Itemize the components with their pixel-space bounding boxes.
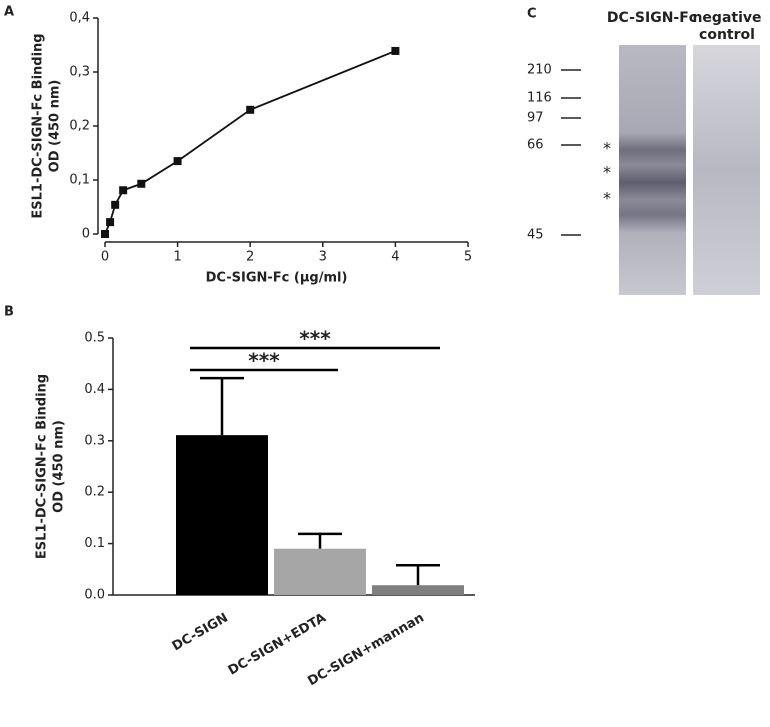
point [119, 186, 128, 195]
gel-lane [693, 45, 760, 295]
x-tick-label: 0 [101, 250, 109, 265]
point [173, 157, 182, 166]
y-axis-label: OD (450 nm) [48, 80, 63, 173]
significance-label: *** [299, 327, 331, 351]
y-tick-label: 0.4 [84, 382, 105, 397]
panel-label: C [527, 7, 537, 22]
marker-label: 116 [527, 91, 552, 106]
marker-label: 66 [527, 138, 544, 153]
y-tick-label: 0,1 [69, 173, 90, 188]
x-tick-label: DC-SIGN [170, 611, 231, 655]
marker-label: 97 [527, 111, 544, 126]
y-tick-label: 0,3 [69, 65, 90, 80]
x-axis-label: DC-SIGN-Fc (µg/ml) [206, 271, 348, 286]
point [106, 218, 115, 227]
band-mark: * [603, 189, 611, 208]
significance-label: *** [248, 349, 280, 373]
y-axis-label: OD (450 nm) [52, 420, 67, 513]
band-mark: * [603, 139, 611, 158]
y-tick-label: 0 [82, 227, 90, 242]
point [137, 179, 146, 188]
y-tick-label: 0,2 [69, 119, 90, 134]
bar [372, 585, 464, 595]
y-tick-label: 0,4 [69, 11, 90, 26]
band-mark: * [603, 163, 611, 182]
point [391, 46, 400, 55]
x-tick-label: 5 [464, 250, 472, 265]
gel-lane [619, 45, 686, 295]
line [104, 50, 396, 235]
bar [274, 548, 366, 595]
y-tick-label: 0.5 [84, 331, 105, 346]
y-tick-label: 0.3 [84, 433, 105, 448]
lane-label: negative [692, 10, 761, 26]
x-tick-label: 2 [246, 250, 254, 265]
y-tick-label: 0.2 [84, 485, 105, 500]
x-tick-label: 1 [173, 250, 181, 265]
x-tick-label: DC-SIGN+EDTA [226, 611, 329, 679]
lane-label: DC-SIGN-Fc [607, 10, 697, 26]
marker-label: 210 [527, 63, 552, 78]
y-axis-label: ESL1-DC-SIGN-Fc Binding [31, 33, 46, 218]
marker-label: 45 [527, 228, 544, 243]
bar [176, 435, 268, 595]
point [101, 230, 109, 238]
panel-label: A [4, 5, 14, 20]
x-tick-label: 4 [391, 250, 399, 265]
lane-label: control [699, 27, 755, 43]
panel-label: B [4, 305, 14, 320]
point [111, 200, 120, 209]
point [246, 105, 255, 114]
y-tick-label: 0.1 [84, 536, 105, 551]
y-tick-label: 0.0 [84, 588, 105, 603]
y-axis-label: ESL1-DC-SIGN-Fc Binding [35, 374, 50, 559]
x-tick-label: 3 [319, 250, 327, 265]
